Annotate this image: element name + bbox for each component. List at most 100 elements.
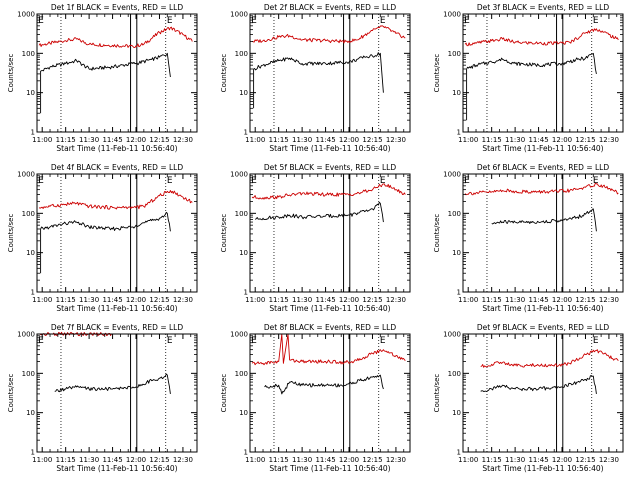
x-tick-label: 11:30	[292, 296, 312, 304]
x-tick-label: 12:30	[386, 296, 406, 304]
plot-frame	[36, 13, 198, 133]
x-tick-label: 11:15	[56, 136, 76, 144]
y-tick-label: 1000	[230, 171, 248, 179]
y-tick-label: 1	[457, 129, 461, 137]
y-axis-label: Counts/sec	[433, 54, 441, 93]
x-axis-label: Start Time (11-Feb-11 10:56:40)	[269, 464, 390, 473]
y-tick-label: 1000	[443, 171, 461, 179]
x-tick-label: 11:00	[458, 456, 478, 464]
flag-annotation: E	[38, 176, 44, 186]
y-tick-label: 100	[22, 370, 35, 378]
x-tick-label: 11:00	[245, 296, 265, 304]
x-tick-label: 12:00	[552, 456, 572, 464]
y-tick-label: 10	[452, 249, 461, 257]
y-tick-label: 100	[22, 50, 35, 58]
chart-title: Det 8f BLACK = Events, RED = LLD	[264, 323, 397, 332]
y-tick-label: 100	[448, 50, 461, 58]
x-tick-label: 12:15	[149, 456, 169, 464]
x-tick-label: 12:00	[126, 296, 146, 304]
y-tick-label: 1	[244, 289, 248, 297]
series-line-events	[491, 208, 597, 232]
y-tick-label: 1	[457, 289, 461, 297]
x-axis-label: Start Time (11-Feb-11 10:56:40)	[482, 144, 603, 153]
y-axis-label: Counts/sec	[433, 214, 441, 253]
x-tick-label: 12:15	[575, 296, 595, 304]
series-line-events	[264, 374, 384, 395]
x-tick-label: 11:15	[269, 296, 289, 304]
x-tick-label: 12:30	[599, 456, 619, 464]
x-tick-label: 11:45	[528, 296, 548, 304]
x-tick-label: 12:30	[173, 456, 193, 464]
y-tick-label: 10	[26, 249, 35, 257]
series-line-lld	[38, 190, 193, 210]
series-line-lld	[464, 28, 619, 47]
y-tick-label: 1	[31, 129, 35, 137]
series-line-events	[254, 201, 384, 223]
y-axis-label: Counts/sec	[7, 214, 15, 253]
x-tick-label: 11:30	[505, 136, 525, 144]
flag-annotation: E	[464, 16, 470, 26]
x-tick-label: 12:30	[173, 136, 193, 144]
y-tick-label: 1	[457, 449, 461, 457]
plot-frame	[249, 13, 411, 133]
chart-panel-6: Det 6f BLACK = Events, RED = LLD 1 10 100 10…	[433, 163, 624, 313]
flag-annotation: E	[464, 176, 470, 186]
y-tick-label: 100	[448, 370, 461, 378]
y-axis-label: Counts/sec	[220, 54, 228, 93]
y-tick-label: 10	[26, 89, 35, 97]
plot-frame	[249, 173, 411, 293]
x-tick-label: 11:00	[32, 456, 52, 464]
flag-annotation: E	[167, 176, 173, 186]
y-tick-label: 10	[452, 89, 461, 97]
chart-title: Det 1f BLACK = Events, RED = LLD	[51, 3, 184, 12]
plot-frame	[462, 173, 624, 293]
y-axis-label: Counts/sec	[220, 374, 228, 413]
chart-title: Det 2f BLACK = Events, RED = LLD	[264, 3, 397, 12]
chart-panel-2: Det 2f BLACK = Events, RED = LLD 1 10 100 10…	[220, 3, 411, 153]
x-axis-label: Start Time (11-Feb-11 10:56:40)	[56, 304, 177, 313]
x-tick-label: 11:00	[32, 296, 52, 304]
x-axis-label: Start Time (11-Feb-11 10:56:40)	[482, 304, 603, 313]
flag-annotation: E	[38, 16, 44, 26]
plot-frame	[462, 333, 624, 453]
y-tick-label: 10	[452, 409, 461, 417]
chart-panel-1: Det 1f BLACK = Events, RED = LLD 1 10 100 10…	[7, 3, 198, 153]
chart-title: Det 4f BLACK = Events, RED = LLD	[51, 163, 184, 172]
interval-box-marker	[556, 13, 564, 133]
y-tick-label: 1000	[17, 171, 35, 179]
y-tick-label: 10	[239, 89, 248, 97]
x-axis-label: Start Time (11-Feb-11 10:56:40)	[269, 144, 390, 153]
x-tick-label: 11:00	[245, 136, 265, 144]
y-tick-label: 1	[31, 449, 35, 457]
series-line-events	[253, 52, 384, 109]
series-line-lld	[464, 182, 619, 196]
x-tick-label: 11:30	[505, 456, 525, 464]
flag-annotation: E	[251, 336, 257, 346]
flag-annotation: E	[380, 16, 386, 26]
x-tick-label: 12:15	[575, 456, 595, 464]
interval-box-marker	[343, 333, 351, 453]
x-tick-label: 11:30	[292, 456, 312, 464]
flag-annotation: E	[380, 176, 386, 186]
x-tick-label: 12:15	[149, 136, 169, 144]
chart-panel-9: Det 9f BLACK = Events, RED = LLD 1 10 100 10…	[433, 323, 624, 473]
interval-box-marker	[130, 13, 138, 133]
y-tick-label: 10	[26, 409, 35, 417]
y-tick-label: 1000	[443, 331, 461, 339]
series-line-events	[40, 52, 171, 114]
x-tick-label: 11:15	[269, 456, 289, 464]
chart-title: Det 6f BLACK = Events, RED = LLD	[477, 163, 610, 172]
x-tick-label: 11:15	[482, 456, 502, 464]
x-tick-label: 11:15	[482, 296, 502, 304]
x-tick-label: 11:15	[269, 136, 289, 144]
y-tick-label: 1	[244, 129, 248, 137]
y-tick-label: 10	[239, 409, 248, 417]
series-line-events	[40, 211, 171, 274]
x-axis-label: Start Time (11-Feb-11 10:56:40)	[56, 464, 177, 473]
chart-title: Det 3f BLACK = Events, RED = LLD	[477, 3, 610, 12]
x-tick-label: 12:30	[599, 136, 619, 144]
y-tick-label: 100	[22, 210, 35, 218]
flag-annotation: E	[167, 16, 173, 26]
y-axis-label: Counts/sec	[433, 374, 441, 413]
